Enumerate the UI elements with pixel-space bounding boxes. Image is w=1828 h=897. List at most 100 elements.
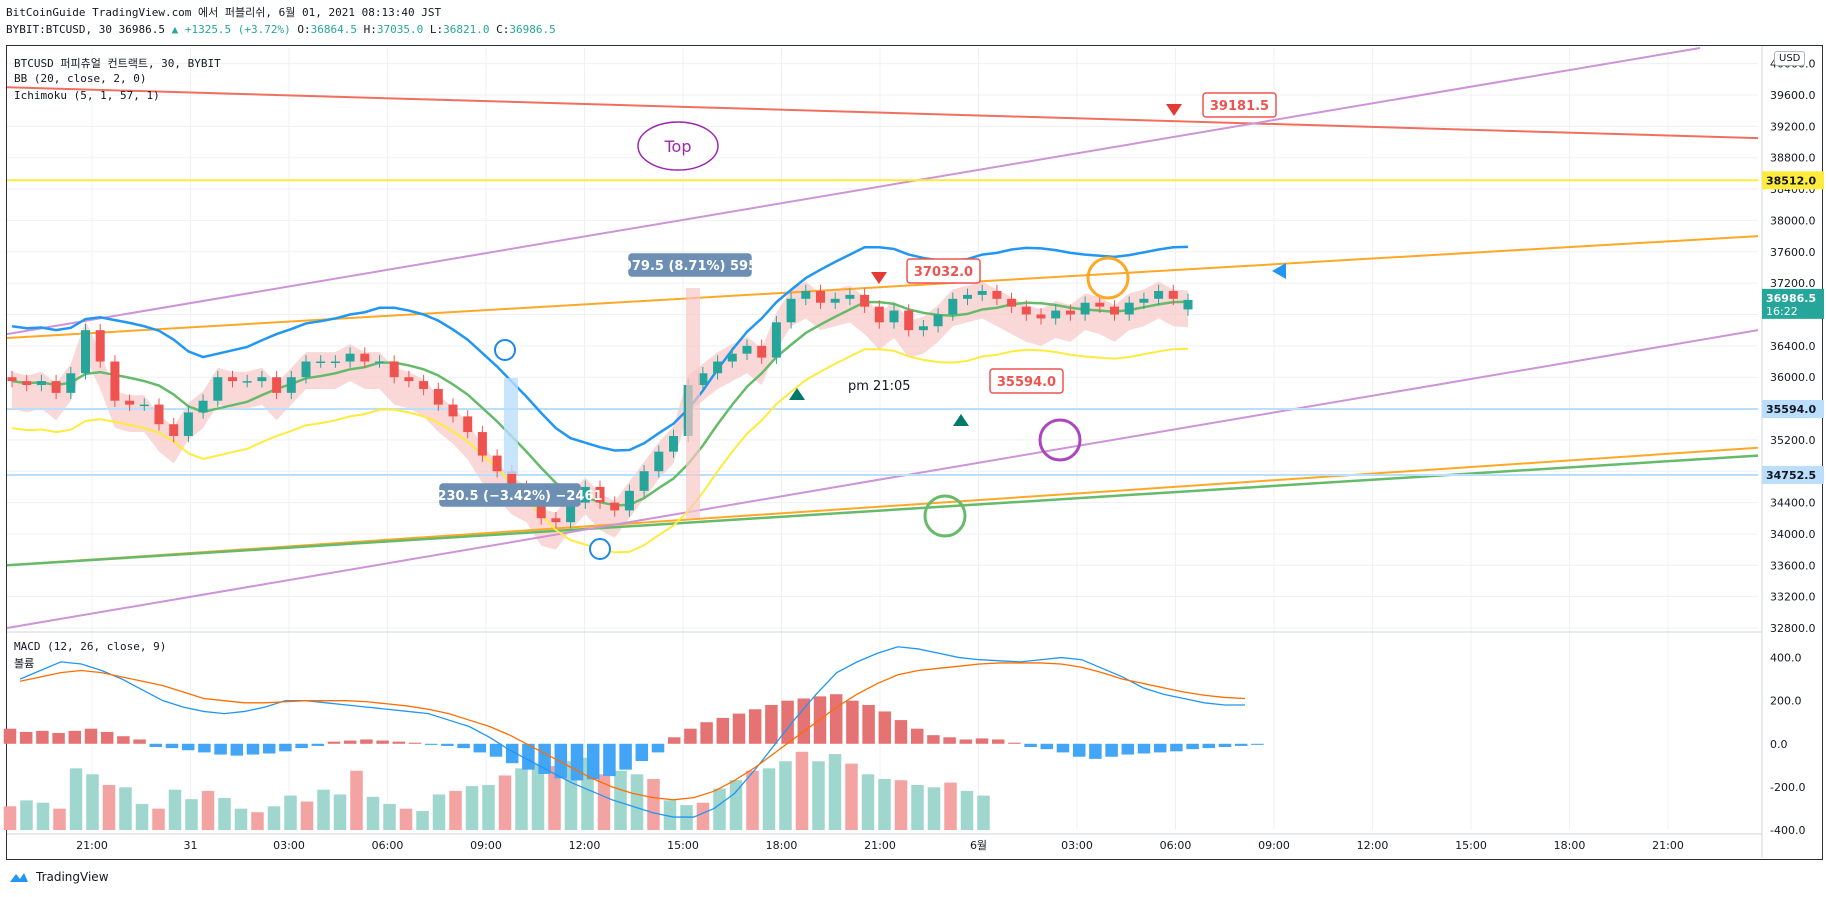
legend-symbol: BTCUSD 퍼피츄얼 컨트랙트, 30, BYBIT xyxy=(14,57,221,70)
currency-badge[interactable]: USD xyxy=(1774,51,1806,66)
footer-brand[interactable]: TradingView xyxy=(8,870,109,884)
candle-body xyxy=(360,353,370,362)
price-tick-label: 35200.0 xyxy=(1770,434,1816,447)
time-tick-label: 12:00 xyxy=(1357,839,1389,852)
tradingview-logo-icon xyxy=(10,873,28,882)
bb-upper xyxy=(11,245,1189,452)
candle-body xyxy=(816,290,825,303)
legend-ichimoku[interactable]: Ichimoku (5, 1, 57, 1) xyxy=(14,89,160,102)
macd-histogram-bar xyxy=(52,733,65,744)
volume-bar xyxy=(284,795,297,830)
volume-bar xyxy=(614,770,627,830)
volume-bar xyxy=(465,786,479,830)
volume-bar xyxy=(647,779,660,830)
low-label: L: xyxy=(429,23,444,36)
volume-bar xyxy=(86,774,99,830)
trendlines xyxy=(6,47,1759,629)
macd-histogram-bar xyxy=(1153,743,1167,753)
macd-histogram-bar xyxy=(1056,743,1070,753)
volume-bar xyxy=(878,779,891,830)
price-callout-39181-text: 39181.5 xyxy=(1210,99,1269,114)
candle-body xyxy=(1139,298,1149,303)
volume-bar xyxy=(861,774,875,830)
volume-bar xyxy=(267,806,281,830)
macd-histogram-bar xyxy=(457,743,470,749)
volume-bar xyxy=(251,812,264,830)
arrow-up-icon xyxy=(953,414,969,426)
volume-bar xyxy=(350,770,363,830)
candle-body xyxy=(845,294,855,299)
candle-body xyxy=(433,388,443,405)
volume-bar xyxy=(729,780,743,830)
volume-bar xyxy=(416,811,429,830)
price-tick-label: 34400.0 xyxy=(1770,497,1816,510)
macd-line xyxy=(19,646,1245,818)
candle-body xyxy=(22,381,32,386)
volume-bar xyxy=(102,784,116,830)
time-tick-label: 18:00 xyxy=(1554,839,1586,852)
price-callout-39181: 39181.5 xyxy=(1202,92,1277,118)
macd-histogram-bar xyxy=(862,704,875,744)
volume-bar xyxy=(185,799,198,830)
price-tick-label: 34000.0 xyxy=(1770,528,1816,541)
grid-lines xyxy=(7,46,1763,858)
level-tag-bg xyxy=(1762,465,1824,484)
countdown-label: 16:22 xyxy=(1766,305,1798,318)
macd-histogram-bar xyxy=(684,728,697,744)
candle-body xyxy=(242,381,252,383)
macd-histogram-bar xyxy=(1202,743,1216,749)
price-tick-label: 36000.0 xyxy=(1770,371,1816,384)
level-tag: 34752.5 xyxy=(1766,469,1816,482)
chart-frame[interactable] xyxy=(6,45,1823,860)
candle-body xyxy=(727,353,737,362)
candle-body xyxy=(213,377,223,401)
price-tick-label: 36400.0 xyxy=(1770,340,1816,353)
legend-macd[interactable]: MACD (12, 26, close, 9) xyxy=(14,640,167,653)
volume-bar xyxy=(20,800,33,830)
legend-volume[interactable]: 볼륨 xyxy=(14,657,35,670)
candle-body xyxy=(639,471,649,491)
candle-body xyxy=(771,322,781,358)
candle-body xyxy=(316,361,326,364)
volume-bar xyxy=(399,808,413,830)
volume-bar xyxy=(762,768,776,830)
macd-histogram-bar xyxy=(1040,743,1054,750)
time-note: pm 21:05 xyxy=(848,379,911,394)
time-tick-label: 21:00 xyxy=(864,839,896,852)
legend-bb[interactable]: BB (20, close, 2, 0) xyxy=(14,72,147,85)
macd-histogram-bar xyxy=(68,730,82,744)
price-tick-label: 32800.0 xyxy=(1770,622,1816,635)
price-callout-39181-box xyxy=(1202,92,1277,118)
candle-body xyxy=(272,377,282,393)
volume-bar xyxy=(812,761,825,830)
candle-body xyxy=(948,298,958,315)
candle-body xyxy=(830,298,840,303)
candle-body xyxy=(1124,302,1134,315)
volume-bar xyxy=(449,790,462,830)
macd-histogram-bar xyxy=(894,720,908,744)
macd-histogram-bar xyxy=(505,743,519,764)
macd-histogram-bar xyxy=(279,743,292,752)
time-tick-label: 21:00 xyxy=(76,839,108,852)
candle-body xyxy=(1065,310,1075,315)
macd-histogram-bar xyxy=(246,743,260,755)
macd-histogram-bar xyxy=(19,731,33,744)
candle-body xyxy=(1036,314,1046,319)
time-tick-label: 18:00 xyxy=(766,839,798,852)
time-tick-label: 06:00 xyxy=(1160,839,1192,852)
candle-body xyxy=(228,377,237,382)
macd-histogram-bar xyxy=(133,739,146,744)
macd-histogram-bar xyxy=(1186,743,1199,750)
high-label: H: xyxy=(363,23,377,36)
time-tick-label: 31 xyxy=(184,839,198,852)
candle-body xyxy=(1183,299,1193,310)
close-label: C: xyxy=(496,23,510,36)
macd-histogram-bar xyxy=(619,743,632,770)
macd-histogram-bar xyxy=(181,743,195,751)
arrow-left-icon xyxy=(1272,263,1286,279)
macd-histogram-bar xyxy=(846,700,859,744)
volume-bar xyxy=(630,774,644,830)
candle-body xyxy=(154,404,164,425)
macd-histogram-bar xyxy=(554,743,568,779)
